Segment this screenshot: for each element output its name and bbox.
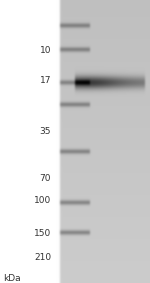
- Text: 17: 17: [39, 76, 51, 85]
- Text: 100: 100: [34, 196, 51, 205]
- Text: 210: 210: [34, 253, 51, 262]
- Text: 150: 150: [34, 229, 51, 238]
- Text: 70: 70: [39, 174, 51, 183]
- Text: 10: 10: [39, 46, 51, 55]
- Text: 35: 35: [39, 127, 51, 136]
- Text: kDa: kDa: [3, 274, 21, 283]
